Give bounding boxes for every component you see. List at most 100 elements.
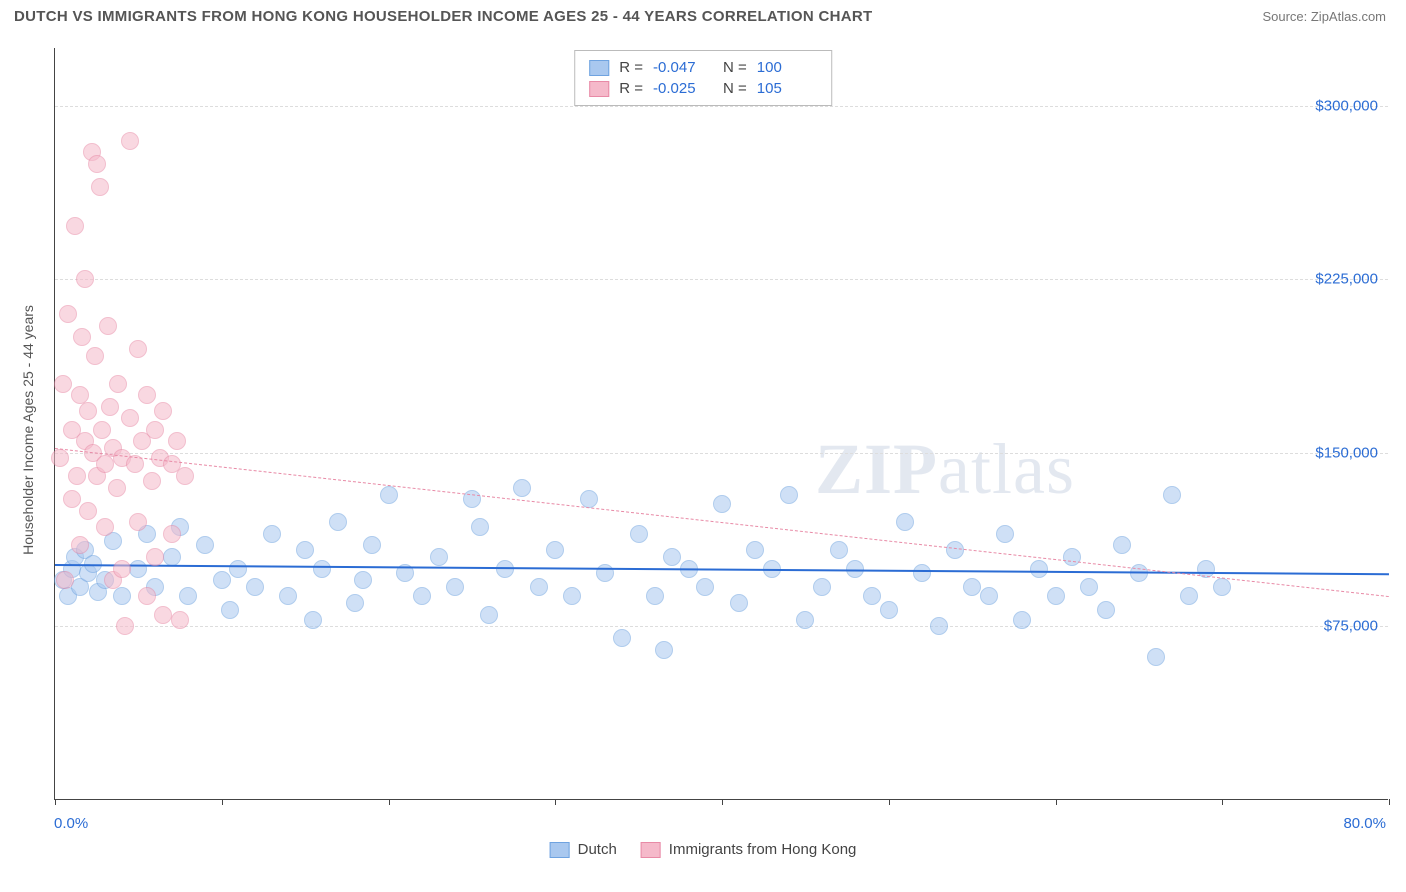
data-point: [1080, 578, 1098, 596]
stats-row: R = -0.025 N = 105: [589, 78, 817, 99]
data-point: [580, 490, 598, 508]
data-point: [1213, 578, 1231, 596]
data-point: [1163, 486, 1181, 504]
data-point: [66, 217, 84, 235]
r-value: -0.025: [653, 80, 713, 97]
data-point: [129, 513, 147, 531]
stats-legend: R = -0.047 N = 100 R = -0.025 N = 105: [574, 50, 832, 106]
data-point: [329, 513, 347, 531]
legend-label: Dutch: [578, 841, 617, 858]
chart-title: DUTCH VS IMMIGRANTS FROM HONG KONG HOUSE…: [14, 8, 872, 25]
data-point: [129, 560, 147, 578]
data-point: [168, 432, 186, 450]
data-point: [946, 541, 964, 559]
data-point: [113, 560, 131, 578]
watermark: ZIPatlas: [815, 428, 1075, 511]
x-tick: [222, 799, 223, 805]
x-axis-min-label: 0.0%: [54, 815, 88, 832]
data-point: [63, 490, 81, 508]
data-point: [646, 587, 664, 605]
y-tick-label: $75,000: [1324, 618, 1378, 635]
data-point: [446, 578, 464, 596]
data-point: [880, 601, 898, 619]
data-point: [96, 455, 114, 473]
data-point: [354, 571, 372, 589]
data-point: [980, 587, 998, 605]
data-point: [380, 486, 398, 504]
swatch-icon: [589, 81, 609, 97]
data-point: [88, 155, 106, 173]
x-tick: [889, 799, 890, 805]
data-point: [413, 587, 431, 605]
data-point: [863, 587, 881, 605]
data-point: [430, 548, 448, 566]
data-point: [108, 479, 126, 497]
data-point: [813, 578, 831, 596]
data-point: [101, 398, 119, 416]
data-point: [513, 479, 531, 497]
header: DUTCH VS IMMIGRANTS FROM HONG KONG HOUSE…: [0, 0, 1406, 33]
legend-item: Immigrants from Hong Kong: [641, 841, 857, 858]
x-tick: [1056, 799, 1057, 805]
data-point: [93, 421, 111, 439]
n-value: 105: [757, 80, 817, 97]
data-point: [279, 587, 297, 605]
data-point: [304, 611, 322, 629]
data-point: [830, 541, 848, 559]
data-point: [109, 375, 127, 393]
data-point: [963, 578, 981, 596]
x-tick: [1389, 799, 1390, 805]
data-point: [91, 178, 109, 196]
data-point: [1097, 601, 1115, 619]
data-point: [79, 502, 97, 520]
x-tick: [1222, 799, 1223, 805]
data-point: [746, 541, 764, 559]
swatch-icon: [641, 842, 661, 858]
data-point: [121, 409, 139, 427]
x-axis-max-label: 80.0%: [1343, 815, 1386, 832]
bottom-legend: Dutch Immigrants from Hong Kong: [550, 841, 857, 858]
data-point: [1147, 648, 1165, 666]
data-point: [546, 541, 564, 559]
y-tick-label: $300,000: [1315, 97, 1378, 114]
legend-item: Dutch: [550, 841, 617, 858]
legend-label: Immigrants from Hong Kong: [669, 841, 857, 858]
data-point: [51, 449, 69, 467]
data-point: [780, 486, 798, 504]
swatch-icon: [589, 60, 609, 76]
data-point: [471, 518, 489, 536]
data-point: [96, 518, 114, 536]
data-point: [121, 132, 139, 150]
data-point: [129, 340, 147, 358]
n-value: 100: [757, 59, 817, 76]
plot-area: ZIPatlas $75,000$150,000$225,000$300,000: [54, 48, 1388, 800]
data-point: [663, 548, 681, 566]
data-point: [176, 467, 194, 485]
trend-line: [55, 448, 1389, 597]
data-point: [138, 587, 156, 605]
data-point: [1047, 587, 1065, 605]
data-point: [71, 536, 89, 554]
data-point: [313, 560, 331, 578]
data-point: [296, 541, 314, 559]
data-point: [655, 641, 673, 659]
data-point: [171, 611, 189, 629]
data-point: [138, 386, 156, 404]
data-point: [480, 606, 498, 624]
data-point: [116, 617, 134, 635]
data-point: [346, 594, 364, 612]
data-point: [246, 578, 264, 596]
data-point: [113, 587, 131, 605]
data-point: [221, 601, 239, 619]
grid-line: [55, 453, 1388, 454]
r-value: -0.047: [653, 59, 713, 76]
data-point: [913, 564, 931, 582]
data-point: [1113, 536, 1131, 554]
data-point: [68, 467, 86, 485]
data-point: [713, 495, 731, 513]
grid-line: [55, 626, 1388, 627]
data-point: [263, 525, 281, 543]
data-point: [1013, 611, 1031, 629]
data-point: [73, 328, 91, 346]
data-point: [146, 548, 164, 566]
